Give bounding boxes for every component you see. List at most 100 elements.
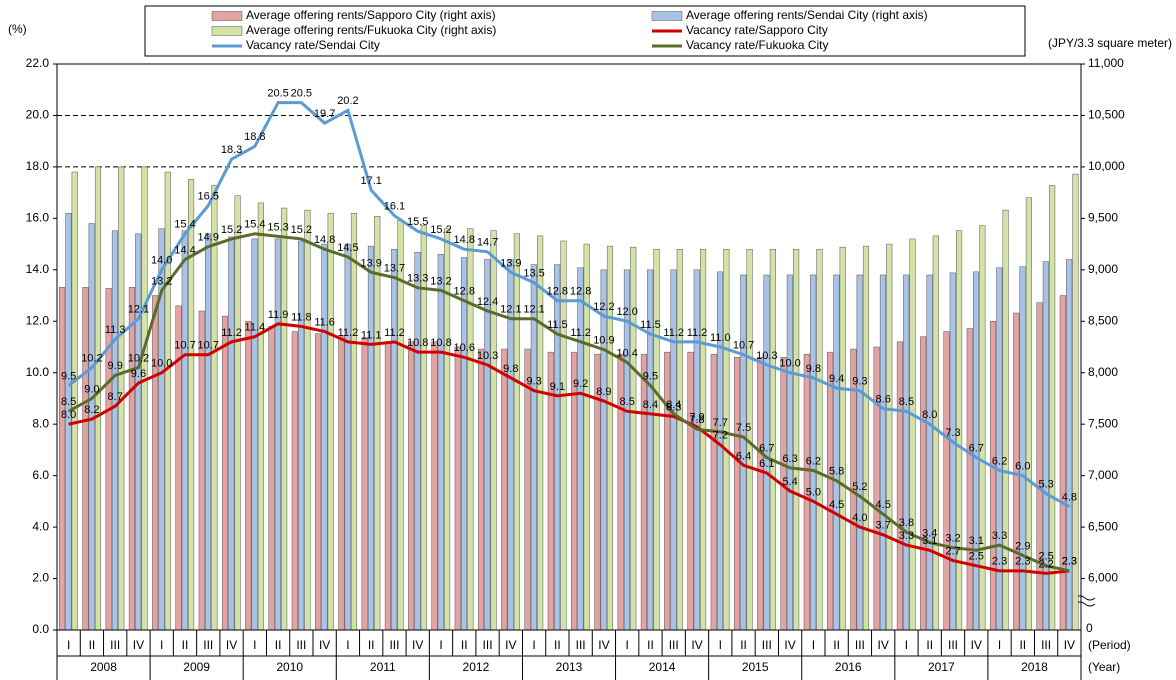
data-label: 11.8 — [291, 311, 312, 323]
bar — [88, 223, 95, 631]
bar — [82, 287, 89, 631]
data-label: 4.5 — [876, 499, 891, 511]
year-label: 2018 — [1021, 660, 1048, 674]
data-label: 11.2 — [663, 327, 684, 339]
data-label: 9.2 — [573, 378, 588, 390]
bar — [600, 269, 607, 631]
data-label: 10.2 — [81, 352, 102, 364]
bar — [1059, 295, 1066, 631]
data-label: 15.2 — [291, 224, 312, 236]
bar — [234, 195, 241, 631]
legend-swatch — [211, 11, 243, 21]
bar — [926, 274, 933, 631]
data-label: 11.9 — [268, 309, 289, 321]
bar — [211, 185, 218, 631]
data-label: 9.8 — [503, 363, 518, 375]
legend-label: Vacancy rate/Sapporo City — [686, 23, 828, 37]
bar — [513, 233, 520, 631]
x-tick-label: III — [855, 638, 865, 652]
bar — [577, 267, 584, 631]
data-label: 3.4 — [922, 527, 937, 539]
data-label: 2.7 — [945, 545, 960, 557]
bar — [653, 248, 660, 631]
x-tick-label: IV — [505, 638, 516, 652]
data-label: 13.5 — [523, 268, 544, 280]
bar — [810, 274, 817, 631]
data-label: 7.2 — [713, 430, 728, 442]
bar — [949, 272, 956, 631]
bar — [367, 245, 374, 631]
bar — [274, 238, 281, 631]
bar — [670, 269, 677, 631]
data-label: 10.9 — [593, 334, 614, 346]
data-label: 10.7 — [174, 340, 195, 352]
data-label: 10.8 — [407, 337, 428, 349]
data-label: 8.9 — [596, 386, 611, 398]
data-label: 20.5 — [267, 87, 288, 99]
data-label: 11.3 — [105, 324, 126, 336]
data-label: 10.6 — [454, 342, 475, 354]
bar — [59, 287, 66, 631]
data-label: 11.2 — [384, 327, 405, 339]
bar — [291, 331, 298, 631]
bar — [920, 336, 927, 631]
data-label: 12.2 — [593, 301, 614, 313]
data-label: 20.5 — [291, 87, 312, 99]
y2-tick-label: 11,000 — [1088, 56, 1124, 70]
data-label: 10.7 — [733, 340, 754, 352]
bar — [304, 209, 311, 631]
x-tick-label: II — [554, 638, 561, 652]
bar — [693, 269, 700, 631]
year-label: 2015 — [742, 660, 769, 674]
x-tick-label: I — [626, 638, 629, 652]
bar — [374, 216, 381, 631]
bar — [996, 267, 1003, 631]
data-label: 9.8 — [806, 363, 821, 375]
x-tick-label: III — [762, 638, 772, 652]
bar — [757, 357, 764, 631]
data-label: 9.5 — [61, 370, 76, 382]
data-label: 3.3 — [992, 530, 1007, 542]
data-label: 9.9 — [108, 360, 123, 372]
bar — [257, 202, 264, 631]
year-label: (Year) — [1088, 660, 1120, 674]
bar — [327, 212, 334, 631]
data-label: 15.3 — [267, 221, 288, 233]
bar — [245, 321, 252, 631]
bar — [221, 315, 229, 631]
bar — [477, 348, 485, 631]
data-label: 7.5 — [736, 422, 751, 434]
data-label: 9.6 — [131, 368, 146, 380]
x-tick-label: III — [296, 638, 306, 652]
y-tick-label: 2.0 — [32, 571, 49, 585]
bar — [630, 246, 637, 631]
data-label: 9.5 — [643, 370, 658, 382]
bar — [152, 295, 159, 631]
data-label: 2.3 — [1015, 556, 1030, 568]
y-tick-label: 8.0 — [32, 416, 49, 430]
data-label: 19.7 — [314, 108, 335, 120]
data-label: 6.2 — [992, 455, 1007, 467]
y-tick-label: 0.0 — [32, 622, 49, 636]
y2-floor-label: 0 — [1086, 621, 1093, 635]
data-label: 6.7 — [969, 443, 984, 455]
bar — [989, 321, 997, 631]
bar — [640, 353, 647, 631]
x-tick-label: I — [253, 638, 256, 652]
data-label: 18.8 — [244, 131, 265, 143]
x-tick-label: IV — [878, 638, 889, 652]
bar — [687, 351, 694, 631]
bar — [344, 243, 351, 631]
data-label: 15.5 — [407, 216, 428, 228]
x-tick-label: III — [203, 638, 213, 652]
data-label: 11.2 — [338, 327, 359, 339]
bar — [816, 248, 823, 631]
data-label: 7.3 — [945, 427, 960, 439]
x-tick-label: III — [576, 638, 586, 652]
y-tick-label: 16.0 — [26, 211, 50, 225]
bar — [501, 348, 508, 631]
y2-tick-label: 8,500 — [1088, 313, 1118, 327]
bar — [251, 238, 258, 631]
x-tick-label: IV — [598, 638, 609, 652]
